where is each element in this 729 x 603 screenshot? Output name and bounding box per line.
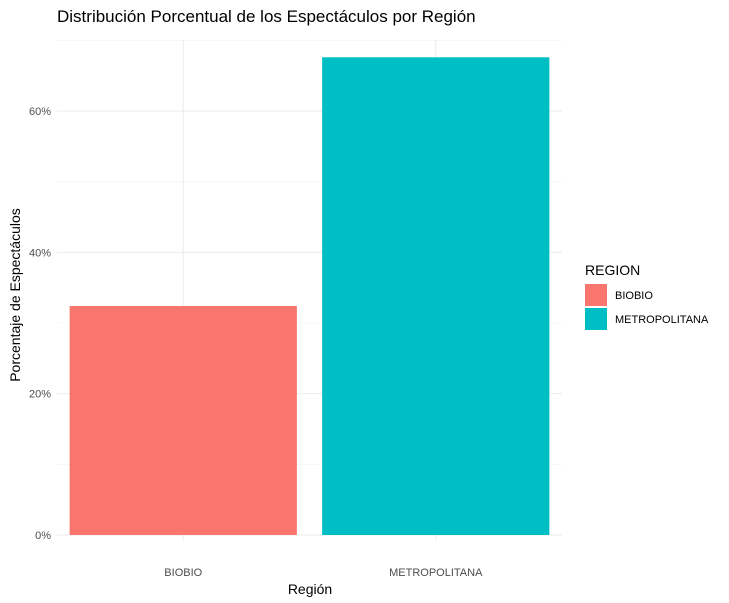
legend-title: REGION [585, 262, 640, 278]
x-tick-label: BIOBIO [164, 567, 202, 579]
x-axis-ticks: BIOBIO METROPOLITANA [164, 567, 483, 579]
legend-swatch-metropolitana [585, 308, 607, 330]
x-tick-label: METROPOLITANA [389, 567, 483, 579]
y-tick-label: 40% [29, 247, 51, 259]
bar-metropolitana [322, 57, 550, 535]
bars [69, 57, 550, 535]
y-tick-label: 0% [35, 530, 51, 542]
y-axis-ticks: 0% 20% 40% 60% [29, 106, 51, 542]
y-tick-label: 60% [29, 106, 51, 118]
legend-label: METROPOLITANA [615, 314, 709, 326]
legend: REGION BIOBIO METROPOLITANA [585, 262, 709, 330]
chart-title: Distribución Porcentual de los Espectácu… [57, 7, 476, 26]
y-axis-title: Porcentaje de Espectáculos [7, 208, 23, 382]
bar-biobio [69, 306, 297, 535]
x-axis-title: Región [288, 581, 332, 597]
y-tick-label: 20% [29, 389, 51, 401]
legend-label: BIOBIO [615, 290, 653, 302]
legend-swatch-biobio [585, 284, 607, 306]
